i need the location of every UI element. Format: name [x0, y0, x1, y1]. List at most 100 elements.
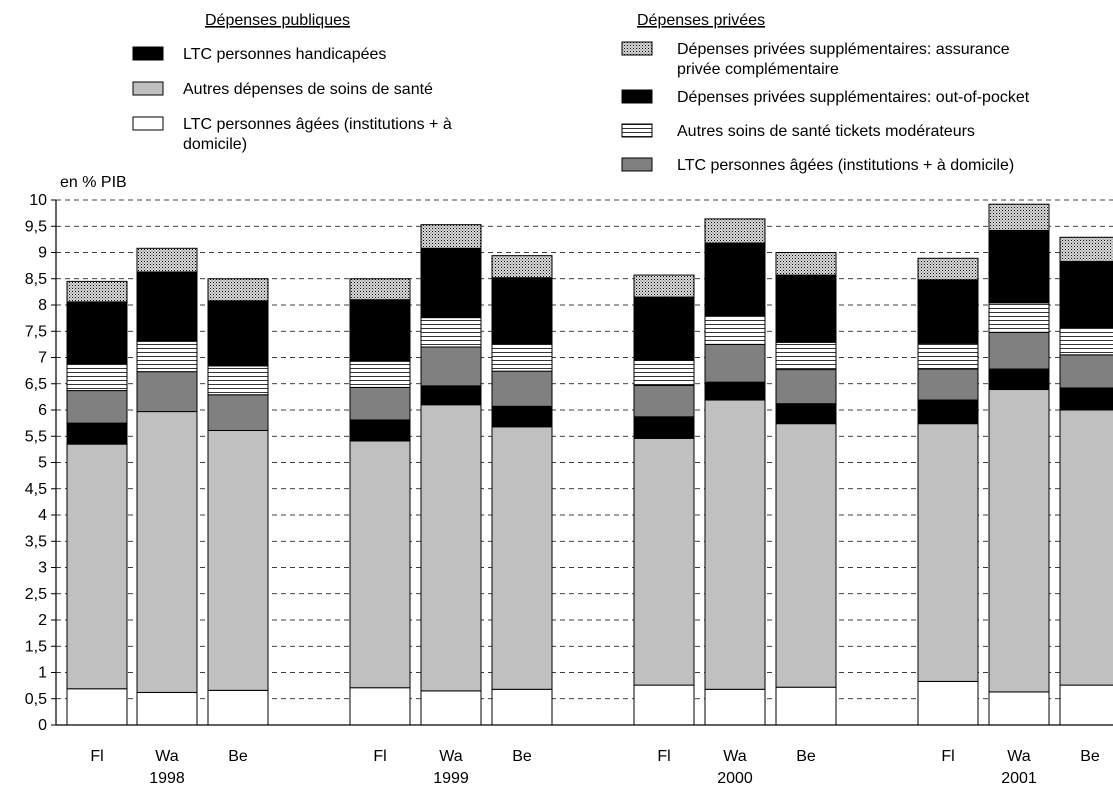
x-category-label: Wa — [1007, 748, 1031, 765]
y-tick-label: 4,5 — [25, 481, 47, 498]
bar-segment — [704, 343, 766, 383]
bar-segment — [207, 365, 269, 396]
x-group-year-label: 2000 — [717, 770, 753, 787]
x-category-label: Be — [512, 748, 532, 765]
y-axis-label: en % PIB — [60, 174, 127, 191]
y-tick-label: 2,5 — [25, 586, 47, 603]
bar-segment — [136, 247, 198, 273]
y-tick-label: 0 — [38, 717, 47, 734]
bar-segment — [1059, 354, 1113, 389]
bar-segment — [775, 369, 837, 405]
bar-segment — [917, 399, 979, 425]
legend-heading-private: Dépenses privées — [637, 12, 765, 29]
bar-segment — [633, 296, 695, 361]
bar-segment — [349, 440, 411, 689]
bar-segment — [136, 371, 198, 413]
bar-segment — [420, 247, 482, 319]
y-tick-label: 8 — [38, 297, 47, 314]
bar-segment — [136, 340, 198, 373]
bar-segment — [988, 368, 1050, 391]
legend-swatch-private — [621, 123, 653, 138]
bar-segment — [704, 399, 766, 690]
legend-heading-public: Dépenses publiques — [205, 12, 350, 29]
bar-segment — [1059, 260, 1113, 329]
bar-segment — [633, 274, 695, 298]
legend-swatch-public — [132, 46, 164, 61]
bar-segment — [1059, 684, 1113, 726]
y-tick-label: 7,5 — [25, 323, 47, 340]
legend-label-public: Autres dépenses de soins de santé — [183, 81, 433, 98]
bar-segment — [775, 686, 837, 726]
legend-swatch-private — [621, 89, 653, 104]
bar-segment — [66, 280, 128, 303]
y-tick-label: 1 — [38, 665, 47, 682]
bar-segment — [1059, 327, 1113, 356]
bar-segment — [349, 360, 411, 388]
bar-segment — [988, 229, 1050, 304]
bar-segment — [207, 394, 269, 431]
bar-segment — [633, 384, 695, 418]
bar-segment — [917, 680, 979, 726]
bar-segment — [988, 389, 1050, 693]
bar-segment — [136, 271, 198, 342]
bar-segment — [704, 242, 766, 316]
legend-label-public: LTC personnes âgées (institutions + à dom… — [183, 116, 452, 153]
bar-segment — [988, 203, 1050, 231]
x-category-label: Wa — [155, 748, 179, 765]
bar-segment — [491, 255, 553, 279]
legend-swatch-public — [132, 116, 164, 131]
legend-swatch-private — [621, 41, 653, 56]
bar-segment — [633, 416, 695, 439]
y-tick-label: 0,5 — [25, 691, 47, 708]
bar-segment — [775, 403, 837, 425]
bar-segment — [136, 691, 198, 726]
bar-segment — [775, 341, 837, 371]
bar-segment — [491, 277, 553, 345]
bar-segment — [633, 359, 695, 386]
bar-segment — [491, 426, 553, 690]
bar-segment — [66, 688, 128, 726]
y-tick-label: 7 — [38, 350, 47, 367]
bar-segment — [66, 443, 128, 690]
y-tick-label: 1,5 — [25, 638, 47, 655]
bar-segment — [349, 278, 411, 301]
bar-segment — [491, 343, 553, 372]
y-tick-label: 6 — [38, 402, 47, 419]
bar-segment — [917, 342, 979, 370]
x-category-label: Fl — [373, 748, 386, 765]
y-tick-label: 5,5 — [25, 428, 47, 445]
bar-segment — [704, 218, 766, 244]
bar-segment — [66, 301, 128, 365]
x-category-label: Fl — [657, 748, 670, 765]
x-category-label: Fl — [90, 748, 103, 765]
bar-segment — [988, 302, 1050, 333]
bar-segment — [704, 381, 766, 401]
bar-segment — [349, 687, 411, 726]
y-tick-label: 2 — [38, 612, 47, 629]
bar-segment — [207, 300, 269, 367]
legend-label-private: LTC personnes âgées (institutions + à do… — [677, 157, 1014, 174]
bar-segment — [633, 437, 695, 686]
bar-segment — [775, 423, 837, 688]
bar-segment — [491, 370, 553, 407]
x-group-year-label: 1998 — [149, 770, 185, 787]
y-tick-label: 3,5 — [25, 533, 47, 550]
bar-segment — [349, 419, 411, 442]
bar-segment — [491, 688, 553, 726]
bar-segment — [917, 423, 979, 682]
x-category-label: Wa — [439, 748, 463, 765]
bar-segment — [420, 346, 482, 387]
x-category-label: Be — [796, 748, 816, 765]
y-tick-label: 6,5 — [25, 376, 47, 393]
legend-label-private: Dépenses privées supplémentaires: out-of… — [677, 89, 1030, 106]
legend-label-public: LTC personnes handicapées — [183, 46, 386, 63]
bar-segment — [1059, 236, 1113, 262]
legend-swatch-public — [132, 81, 164, 96]
bar-segment — [988, 691, 1050, 726]
bar-segment — [633, 684, 695, 726]
legend-label-private: Dépenses privées supplémentaires: assura… — [677, 41, 1010, 78]
bar-segment — [775, 274, 837, 343]
bar-segment — [491, 405, 553, 428]
